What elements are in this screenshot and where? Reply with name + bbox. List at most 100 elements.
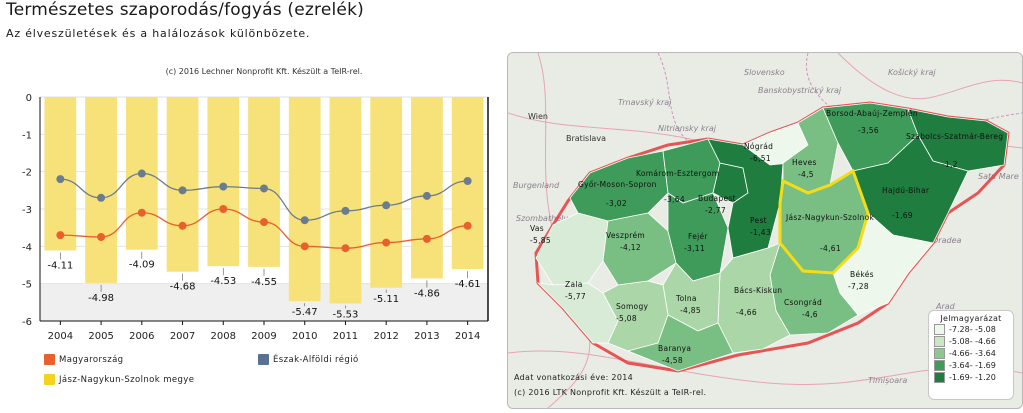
county-name-label: Békés: [850, 270, 874, 279]
county-name-label: Győr-Moson-Sopron: [578, 180, 657, 189]
plot-band: [40, 283, 488, 321]
county-name-label: Heves: [792, 158, 817, 167]
bar: [166, 97, 199, 272]
y-tick-label: -6: [22, 317, 32, 328]
county-labels: Győr-Moson-Sopron -3,02 Vas -5,85 Zala -…: [530, 109, 1003, 365]
series-point: [219, 182, 228, 191]
data-label: -4.68: [170, 282, 196, 293]
chart-panel: (c) 2016 Lechner Nonprofit Kft. Készült …: [0, 52, 500, 413]
map-legend-label: -3.64- -1.69: [949, 360, 996, 370]
county-value-label: -5,85: [530, 236, 551, 245]
series-point: [97, 193, 106, 202]
county-name-label: Somogy: [616, 302, 649, 311]
data-label: -4.61: [455, 279, 481, 290]
county-value-label: -4,12: [620, 243, 641, 252]
county-name-label: Fejér: [688, 232, 708, 241]
county-map[interactable]: Slovensko Wien Bratislava Szombathely Or…: [508, 53, 1022, 408]
county-name-label: Csongrád: [784, 298, 822, 307]
y-tick-label: -2: [22, 168, 32, 179]
county-name-label: Jász-Nagykun-Szolnok: [785, 213, 875, 222]
x-tick-label: 2008: [211, 331, 236, 342]
series-point: [463, 177, 472, 185]
county-value-label: -7,28: [848, 282, 869, 291]
x-tick-label: 2014: [455, 331, 480, 342]
legend-item-magyarorszag[interactable]: Magyarország: [44, 354, 123, 365]
series-point: [382, 238, 391, 247]
map-legend-label: -7.28- -5.08: [949, 324, 996, 334]
county-value-label: -1,2: [942, 160, 958, 169]
x-tick-label: 2013: [414, 331, 439, 342]
selected-county-outline: [778, 168, 870, 275]
legend-swatch: [934, 371, 945, 383]
y-tick-label: -4: [22, 242, 32, 253]
county-name-label: Vas: [530, 224, 544, 233]
map-legend-row: -4.66- -3.64: [929, 347, 1013, 359]
y-tick-label: -1: [22, 130, 32, 141]
map-legend-label: -5.08- -4.66: [949, 336, 996, 346]
map-legend-label: -1.69- -1.20: [949, 372, 996, 382]
map-bg-label: Szombathely: [516, 214, 568, 223]
series-point: [178, 221, 187, 230]
county-name-label: Baranya: [658, 344, 691, 353]
county-value-label: -5,77: [565, 292, 586, 301]
data-label: -4.86: [414, 288, 440, 299]
bar: [411, 97, 443, 279]
county-value-label: -4,6: [802, 310, 818, 319]
data-label: -5.11: [373, 294, 399, 305]
county-vas[interactable]: [535, 212, 609, 286]
legend-swatch: [44, 374, 55, 385]
county-value-label: -4,5: [798, 170, 814, 179]
data-label: -4.98: [88, 293, 114, 304]
x-tick-label: 2006: [129, 331, 154, 342]
map-bg-label: Oradea: [932, 236, 961, 245]
county-name-label: Budapest: [698, 194, 736, 203]
y-tick-label: -3: [22, 205, 32, 216]
county-value-label: -3,64: [664, 195, 685, 204]
county-name-label: Nógrád: [744, 142, 773, 151]
data-label: -4.53: [210, 276, 236, 287]
map-legend-row: -1.69- -1.20: [929, 371, 1013, 383]
county-name-label: Borsod-Abaúj-Zemplén: [826, 109, 918, 118]
county-value-label: -5,08: [616, 314, 637, 323]
y-tick-label: -5: [22, 280, 32, 291]
x-tick-label: 2004: [48, 331, 73, 342]
county-value-label: -3,02: [606, 199, 627, 208]
county-value-label: -4,58: [662, 356, 683, 365]
map-bg-label: Nitriansky kraj: [658, 124, 717, 133]
bar: [85, 97, 117, 283]
map-bg-label: Satu Mare: [978, 172, 1019, 181]
series-point: [341, 244, 350, 253]
series-point: [382, 201, 391, 210]
county-veszprem[interactable]: [602, 212, 677, 286]
x-tick-label: 2005: [88, 331, 113, 342]
series-point: [422, 234, 431, 243]
county-name-label: Bács-Kiskun: [734, 286, 782, 295]
legend-swatch: [258, 354, 269, 365]
county-value-label: -6,51: [750, 154, 771, 163]
county-name-label: Komárom-Esztergom: [636, 169, 719, 178]
map-bg-label: Košický kraj: [888, 67, 936, 77]
map-legend-title: Jelmagyarázat: [940, 314, 1002, 323]
legend-item-eszak-alfoldi[interactable]: Észak-Alföldi régió: [258, 354, 359, 365]
series-point: [97, 233, 106, 241]
map-panel[interactable]: Slovensko Wien Bratislava Szombathely Or…: [507, 52, 1023, 409]
bar: [248, 97, 280, 267]
series-point: [178, 186, 187, 195]
county-baranya[interactable]: [626, 314, 734, 372]
legend-swatch: [934, 323, 945, 335]
page-title: Természetes szaporodás/fogyás (ezrelék): [6, 0, 364, 20]
series-point: [422, 191, 431, 200]
legend-item-jasz-nagykun-szolnok[interactable]: Jász-Nagykun-Szolnok megye: [44, 374, 194, 385]
legend-swatch: [934, 335, 945, 347]
county-value-label: -2,77: [705, 206, 726, 215]
series-point: [341, 206, 350, 215]
data-label: -5.47: [292, 307, 318, 318]
series-point: [260, 218, 268, 227]
counties-layer[interactable]: [535, 102, 1009, 372]
page-subtitle: Az élveszületések és a halálozások külön…: [6, 27, 311, 40]
bar: [370, 97, 403, 288]
map-legend-row: -3.64- -1.69: [929, 359, 1013, 371]
series-point: [137, 208, 146, 217]
series-point: [137, 169, 146, 178]
map-bg-label: Timișoara: [868, 376, 907, 385]
